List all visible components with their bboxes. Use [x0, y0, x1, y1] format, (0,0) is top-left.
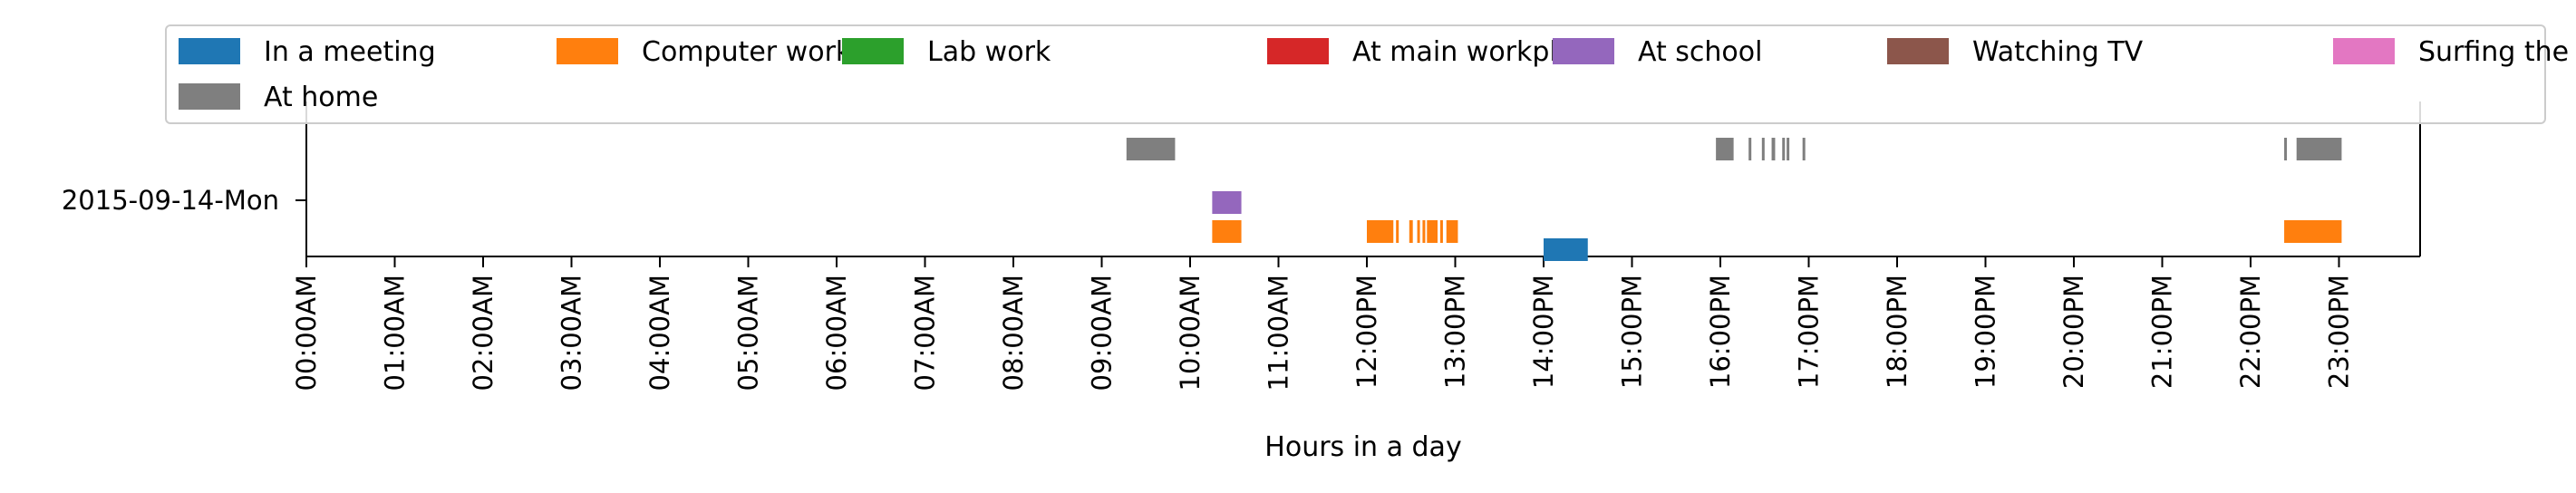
legend-swatch — [1887, 38, 1949, 64]
interval-bar — [1787, 138, 1790, 160]
legend-swatch — [1267, 38, 1329, 64]
interval-bar — [1367, 220, 1394, 243]
x-tick-label: 06:00AM — [821, 275, 852, 391]
interval-bar — [2284, 220, 2342, 243]
chart-marks — [1126, 138, 2342, 261]
x-tick-label: 16:00PM — [1705, 275, 1736, 389]
legend-swatch — [179, 38, 240, 64]
interval-bar — [1716, 138, 1734, 160]
x-tick-label: 09:00AM — [1087, 275, 1118, 391]
x-tick-label: 03:00AM — [557, 275, 587, 391]
legend-swatch — [179, 83, 240, 110]
interval-bar — [1802, 138, 1806, 160]
x-tick-label: 00:00AM — [291, 275, 322, 391]
legend-label: Watching TV — [1972, 36, 2144, 68]
x-tick-label: 04:00AM — [644, 275, 675, 391]
interval-bar — [1409, 220, 1413, 243]
legend-label: At school — [1638, 36, 1762, 68]
interval-bar — [1439, 220, 1443, 243]
x-tick-label: 10:00AM — [1175, 275, 1206, 391]
x-tick-label: 05:00AM — [733, 275, 764, 391]
interval-bar — [1126, 138, 1176, 160]
x-tick-label: 17:00PM — [1794, 275, 1825, 389]
interval-bar — [1761, 138, 1765, 160]
x-tick-label: 21:00PM — [2147, 275, 2178, 389]
x-tick-label: 13:00PM — [1440, 275, 1471, 389]
x-tick-label: 11:00AM — [1264, 275, 1294, 391]
interval-bar — [2296, 138, 2342, 160]
interval-bar — [2284, 138, 2288, 160]
x-tick-label: 23:00PM — [2324, 275, 2355, 389]
interval-bar — [1396, 220, 1399, 243]
interval-bar — [1422, 220, 1426, 243]
legend-label: Computer work — [642, 36, 852, 68]
x-tick-label: 15:00PM — [1617, 275, 1648, 389]
axes: 00:00AM 01:00AM 02:00AM 03:00AM 04:00AM 05:00… — [291, 102, 2421, 391]
legend-label: In a meeting — [264, 36, 436, 68]
x-tick-label: 12:00PM — [1351, 275, 1382, 389]
row-label: 2015-09-14-Mon — [62, 185, 279, 216]
x-tick-label: 18:00PM — [1882, 275, 1913, 389]
x-tick-label: 01:00AM — [380, 275, 411, 391]
legend-swatch — [557, 38, 618, 64]
x-tick-label: 07:00AM — [910, 275, 941, 391]
legend-box — [165, 24, 2546, 124]
interval-bar — [1544, 238, 1588, 261]
x-tick-label: 02:00AM — [468, 275, 499, 391]
legend-label: Lab work — [927, 36, 1051, 68]
x-axis-label: Hours in a day — [1264, 431, 1461, 463]
interval-bar — [1748, 138, 1752, 160]
x-tick-label: 19:00PM — [1971, 275, 2001, 389]
interval-bar — [1446, 220, 1458, 243]
interval-bar — [1427, 220, 1438, 243]
interval-bar — [1212, 220, 1242, 243]
x-tick-label: 20:00PM — [2058, 275, 2089, 389]
legend-label: At home — [264, 82, 378, 113]
interval-bar — [1782, 138, 1786, 160]
interval-bar — [1771, 138, 1776, 160]
legend-swatch — [842, 38, 904, 64]
legend-label: Surfing the internet — [2418, 36, 2576, 68]
legend: In a meeting Computer work Lab work At main… — [165, 24, 2576, 124]
interval-bar — [1417, 220, 1420, 243]
legend-swatch — [2333, 38, 2395, 64]
x-tick-label: 14:00PM — [1528, 275, 1559, 389]
x-tick-label: 08:00AM — [998, 275, 1029, 391]
legend-swatch — [1553, 38, 1614, 64]
interval-bar — [1212, 191, 1242, 214]
x-tick-label: 22:00PM — [2235, 275, 2266, 389]
